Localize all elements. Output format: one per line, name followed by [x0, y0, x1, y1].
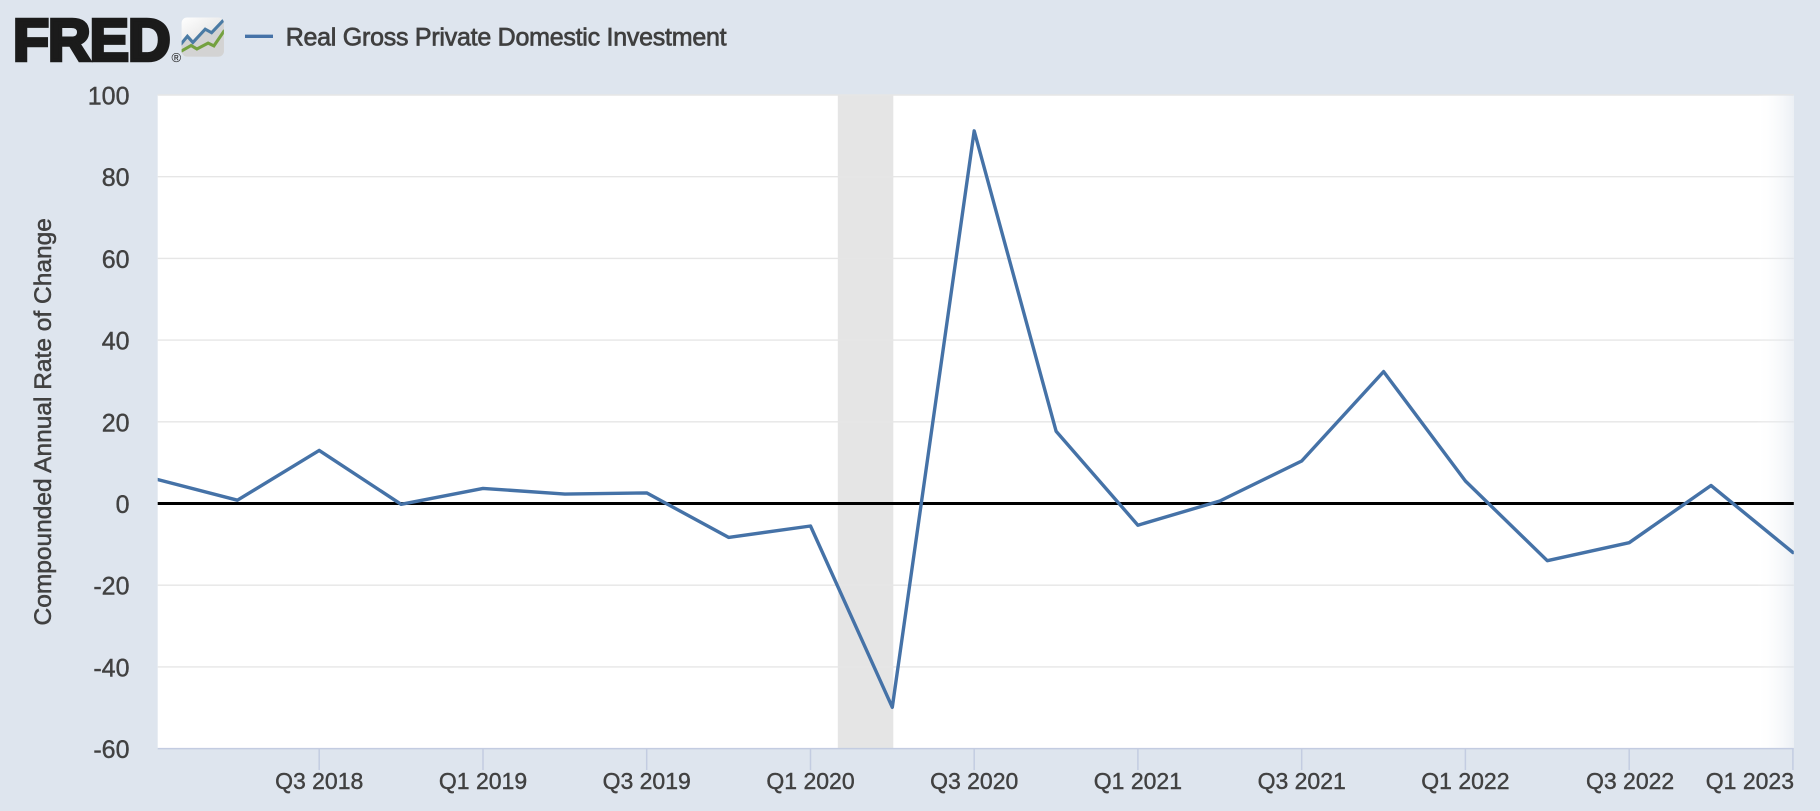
svg-text:®: ® [172, 50, 182, 65]
svg-text:-60: -60 [93, 736, 129, 764]
svg-text:20: 20 [102, 409, 130, 437]
svg-text:-40: -40 [93, 654, 129, 682]
svg-text:Q1 2021: Q1 2021 [1094, 768, 1182, 794]
svg-text:0: 0 [116, 491, 130, 519]
svg-text:40: 40 [102, 328, 130, 356]
svg-text:FRED: FRED [13, 8, 170, 74]
svg-text:Q3 2021: Q3 2021 [1258, 768, 1346, 794]
svg-text:-20: -20 [93, 573, 129, 601]
svg-text:Real Gross Private Domestic In: Real Gross Private Domestic Investment [286, 24, 727, 52]
svg-text:Q1 2022: Q1 2022 [1421, 768, 1509, 794]
svg-text:Q1 2023: Q1 2023 [1706, 768, 1794, 794]
svg-text:Q3 2018: Q3 2018 [275, 768, 363, 794]
svg-text:60: 60 [102, 246, 130, 274]
svg-text:100: 100 [88, 83, 130, 111]
svg-text:Q1 2020: Q1 2020 [766, 768, 854, 794]
svg-text:Q1 2019: Q1 2019 [439, 768, 527, 794]
svg-text:80: 80 [102, 164, 130, 192]
svg-text:Q3 2022: Q3 2022 [1586, 768, 1674, 794]
svg-text:Q3 2019: Q3 2019 [603, 768, 691, 794]
svg-text:Q3 2020: Q3 2020 [930, 768, 1018, 794]
svg-text:Compounded Annual Rate of Chan: Compounded Annual Rate of Change [30, 218, 57, 625]
